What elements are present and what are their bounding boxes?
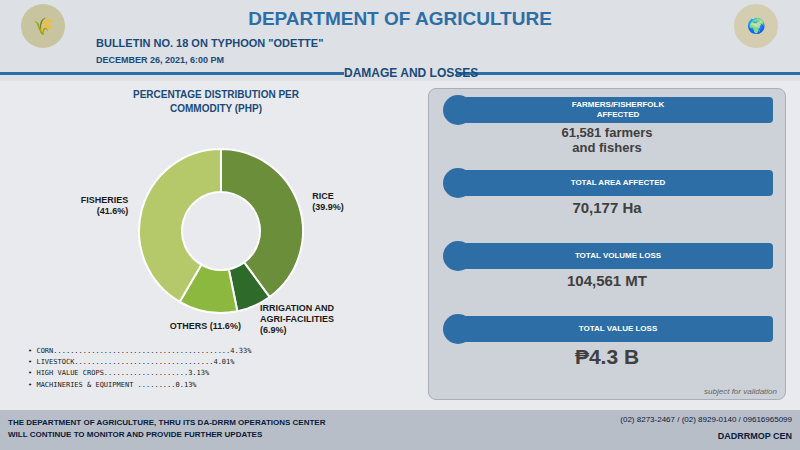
html-text:DEPARTMENT OF AGRICULTURE: DEPARTMENT OF AGRICULTURE xyxy=(248,8,552,29)
html-text:BULLETIN NO. 18 ON TYPHOON "OD: BULLETIN NO. 18 ON TYPHOON "ODETTE" xyxy=(96,37,324,49)
svg-text:OTHERS (11.6%): OTHERS (11.6%) xyxy=(170,321,241,331)
html-text:TOTAL VALUE LOSS: TOTAL VALUE LOSS xyxy=(578,324,658,334)
html-text:(02) 8273-2467 / (02) 8929-014: (02) 8273-2467 / (02) 8929-0140 / 096169… xyxy=(620,415,792,424)
html-text:THE DEPARTMENT OF AGRICULTURE,: THE DEPARTMENT OF AGRICULTURE, THRU ITS … xyxy=(8,418,326,439)
svg-text:IRRIGATION ANDAGRI-FACILITIES(: IRRIGATION ANDAGRI-FACILITIES(6.9%) xyxy=(260,303,334,335)
html-text:61,581 farmers and fishers: 61,581 farmers and fishers xyxy=(561,125,653,155)
svg-text:FISHERIES(41.6%): FISHERIES(41.6%) xyxy=(81,195,129,216)
html-text:FARMERS/FISHERFOLK AFFECTED: FARMERS/FISHERFOLK AFFECTED xyxy=(571,100,665,119)
html-text:• CORN........................: • CORN..................................… xyxy=(28,347,252,355)
html-text:104,561 MT: 104,561 MT xyxy=(567,272,647,289)
html-text:• LIVESTOCK...................: • LIVESTOCK.............................… xyxy=(28,358,235,367)
html-text:• HIGH VALUE CROPS............: • HIGH VALUE CROPS....................3.… xyxy=(28,369,210,378)
html-text:TOTAL AREA AFFECTED: TOTAL AREA AFFECTED xyxy=(570,178,666,188)
html-text:70,177 Ha: 70,177 Ha xyxy=(572,199,642,216)
svg-text:RICE(39.9%): RICE(39.9%) xyxy=(312,191,344,212)
html-text:₱4.3 B: ₱4.3 B xyxy=(574,345,640,368)
html-text:subject for validation: subject for validation xyxy=(704,387,777,396)
html-text:TOTAL VOLUME LOSS: TOTAL VOLUME LOSS xyxy=(574,251,662,261)
html-text:DAMAGE AND LOSSES: DAMAGE AND LOSSES xyxy=(344,66,479,80)
html-text:• MACHINERIES & EQUIPMENT ....: • MACHINERIES & EQUIPMENT .........0.13% xyxy=(28,380,197,389)
html-text:PERCENTAGE DISTRIBUTION PER CO: PERCENTAGE DISTRIBUTION PER COMMODITY (P… xyxy=(133,89,299,114)
html-text:DADRRMOP CEN: DADRRMOP CEN xyxy=(717,431,792,441)
html-text:DECEMBER 26, 2021, 6:00 PM: DECEMBER 26, 2021, 6:00 PM xyxy=(96,55,225,65)
